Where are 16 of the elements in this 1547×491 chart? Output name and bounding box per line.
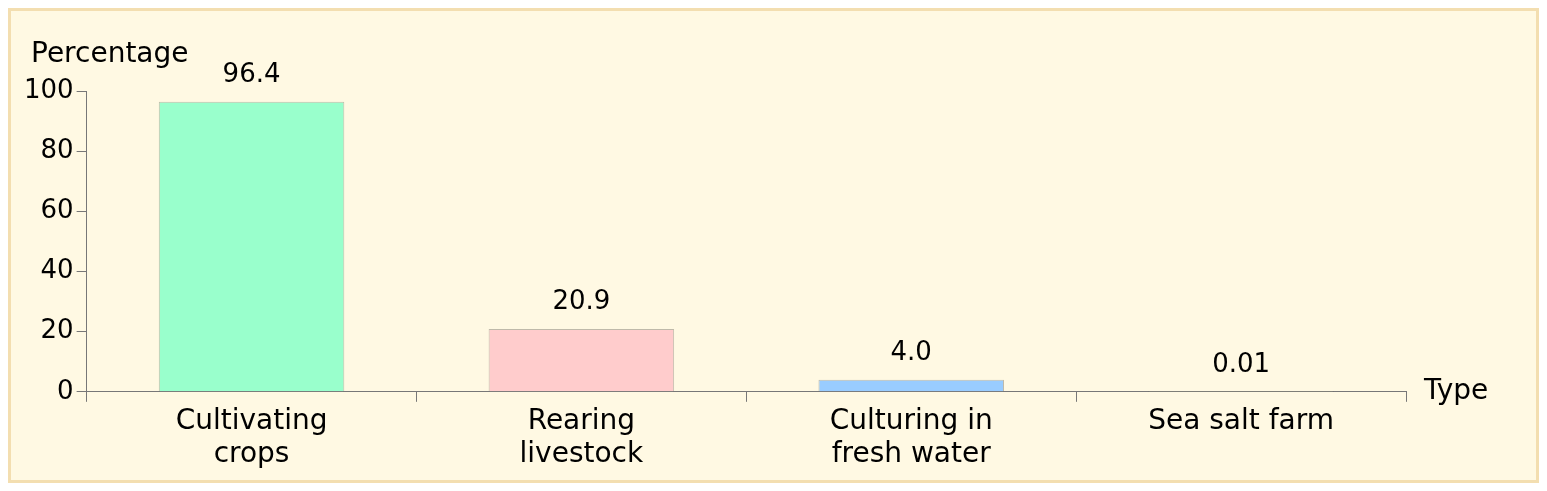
y-tick-label: 100 — [23, 73, 74, 104]
x-tick-label: Culturing in fresh water — [829, 402, 993, 470]
x-tick-label: Sea salt farm — [1148, 402, 1334, 436]
y-tick-label: 20 — [40, 314, 74, 345]
y-axis-title: Percentage — [31, 36, 189, 70]
y-tick-label: 40 — [40, 254, 74, 285]
data-label: 4.0 — [890, 335, 932, 366]
y-tick-label: 0 — [57, 374, 74, 405]
data-label: 96.4 — [222, 57, 281, 88]
y-tick-label: 80 — [40, 133, 74, 164]
data-label: 20.9 — [552, 284, 611, 315]
data-label: 0.01 — [1212, 347, 1271, 378]
x-tick-label: Cultivating crops — [175, 402, 328, 470]
x-tick-label: Rearing livestock — [519, 402, 644, 470]
y-tick-label: 60 — [40, 194, 74, 225]
x-axis-title: Type — [1423, 373, 1489, 407]
